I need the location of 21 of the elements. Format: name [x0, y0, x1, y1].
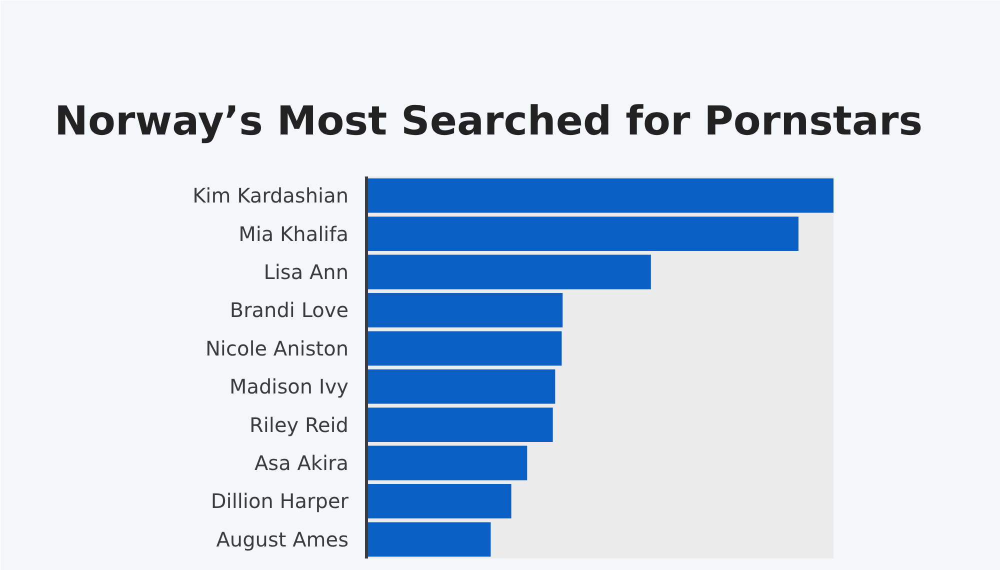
y-tick-label: Asa Akira [254, 451, 348, 475]
chart-title: Norway’s Most Searched for Pornstars [54, 98, 923, 144]
bar [366, 216, 798, 251]
y-tick-label: Kim Kardashian [192, 184, 348, 208]
bar [366, 484, 512, 518]
bar [366, 254, 651, 290]
y-tick-label: Brandi Love [230, 298, 349, 322]
y-tick-label: Lisa Ann [264, 260, 348, 284]
y-tick-label: Dillion Harper [210, 489, 350, 514]
y-tick-label: Nicole Aniston [205, 336, 349, 360]
bar [366, 178, 834, 213]
bar [366, 408, 553, 442]
y-tick-label: Madison Ivy [229, 374, 349, 399]
bar [366, 293, 563, 328]
y-tick-label: Mia Khalifa [238, 222, 349, 246]
y-tick-label: August Ames [216, 527, 349, 552]
bar [366, 446, 528, 480]
y-tick-label: Riley Reid [249, 412, 348, 437]
bar [366, 522, 491, 557]
bar [366, 369, 556, 404]
bar [366, 331, 562, 366]
